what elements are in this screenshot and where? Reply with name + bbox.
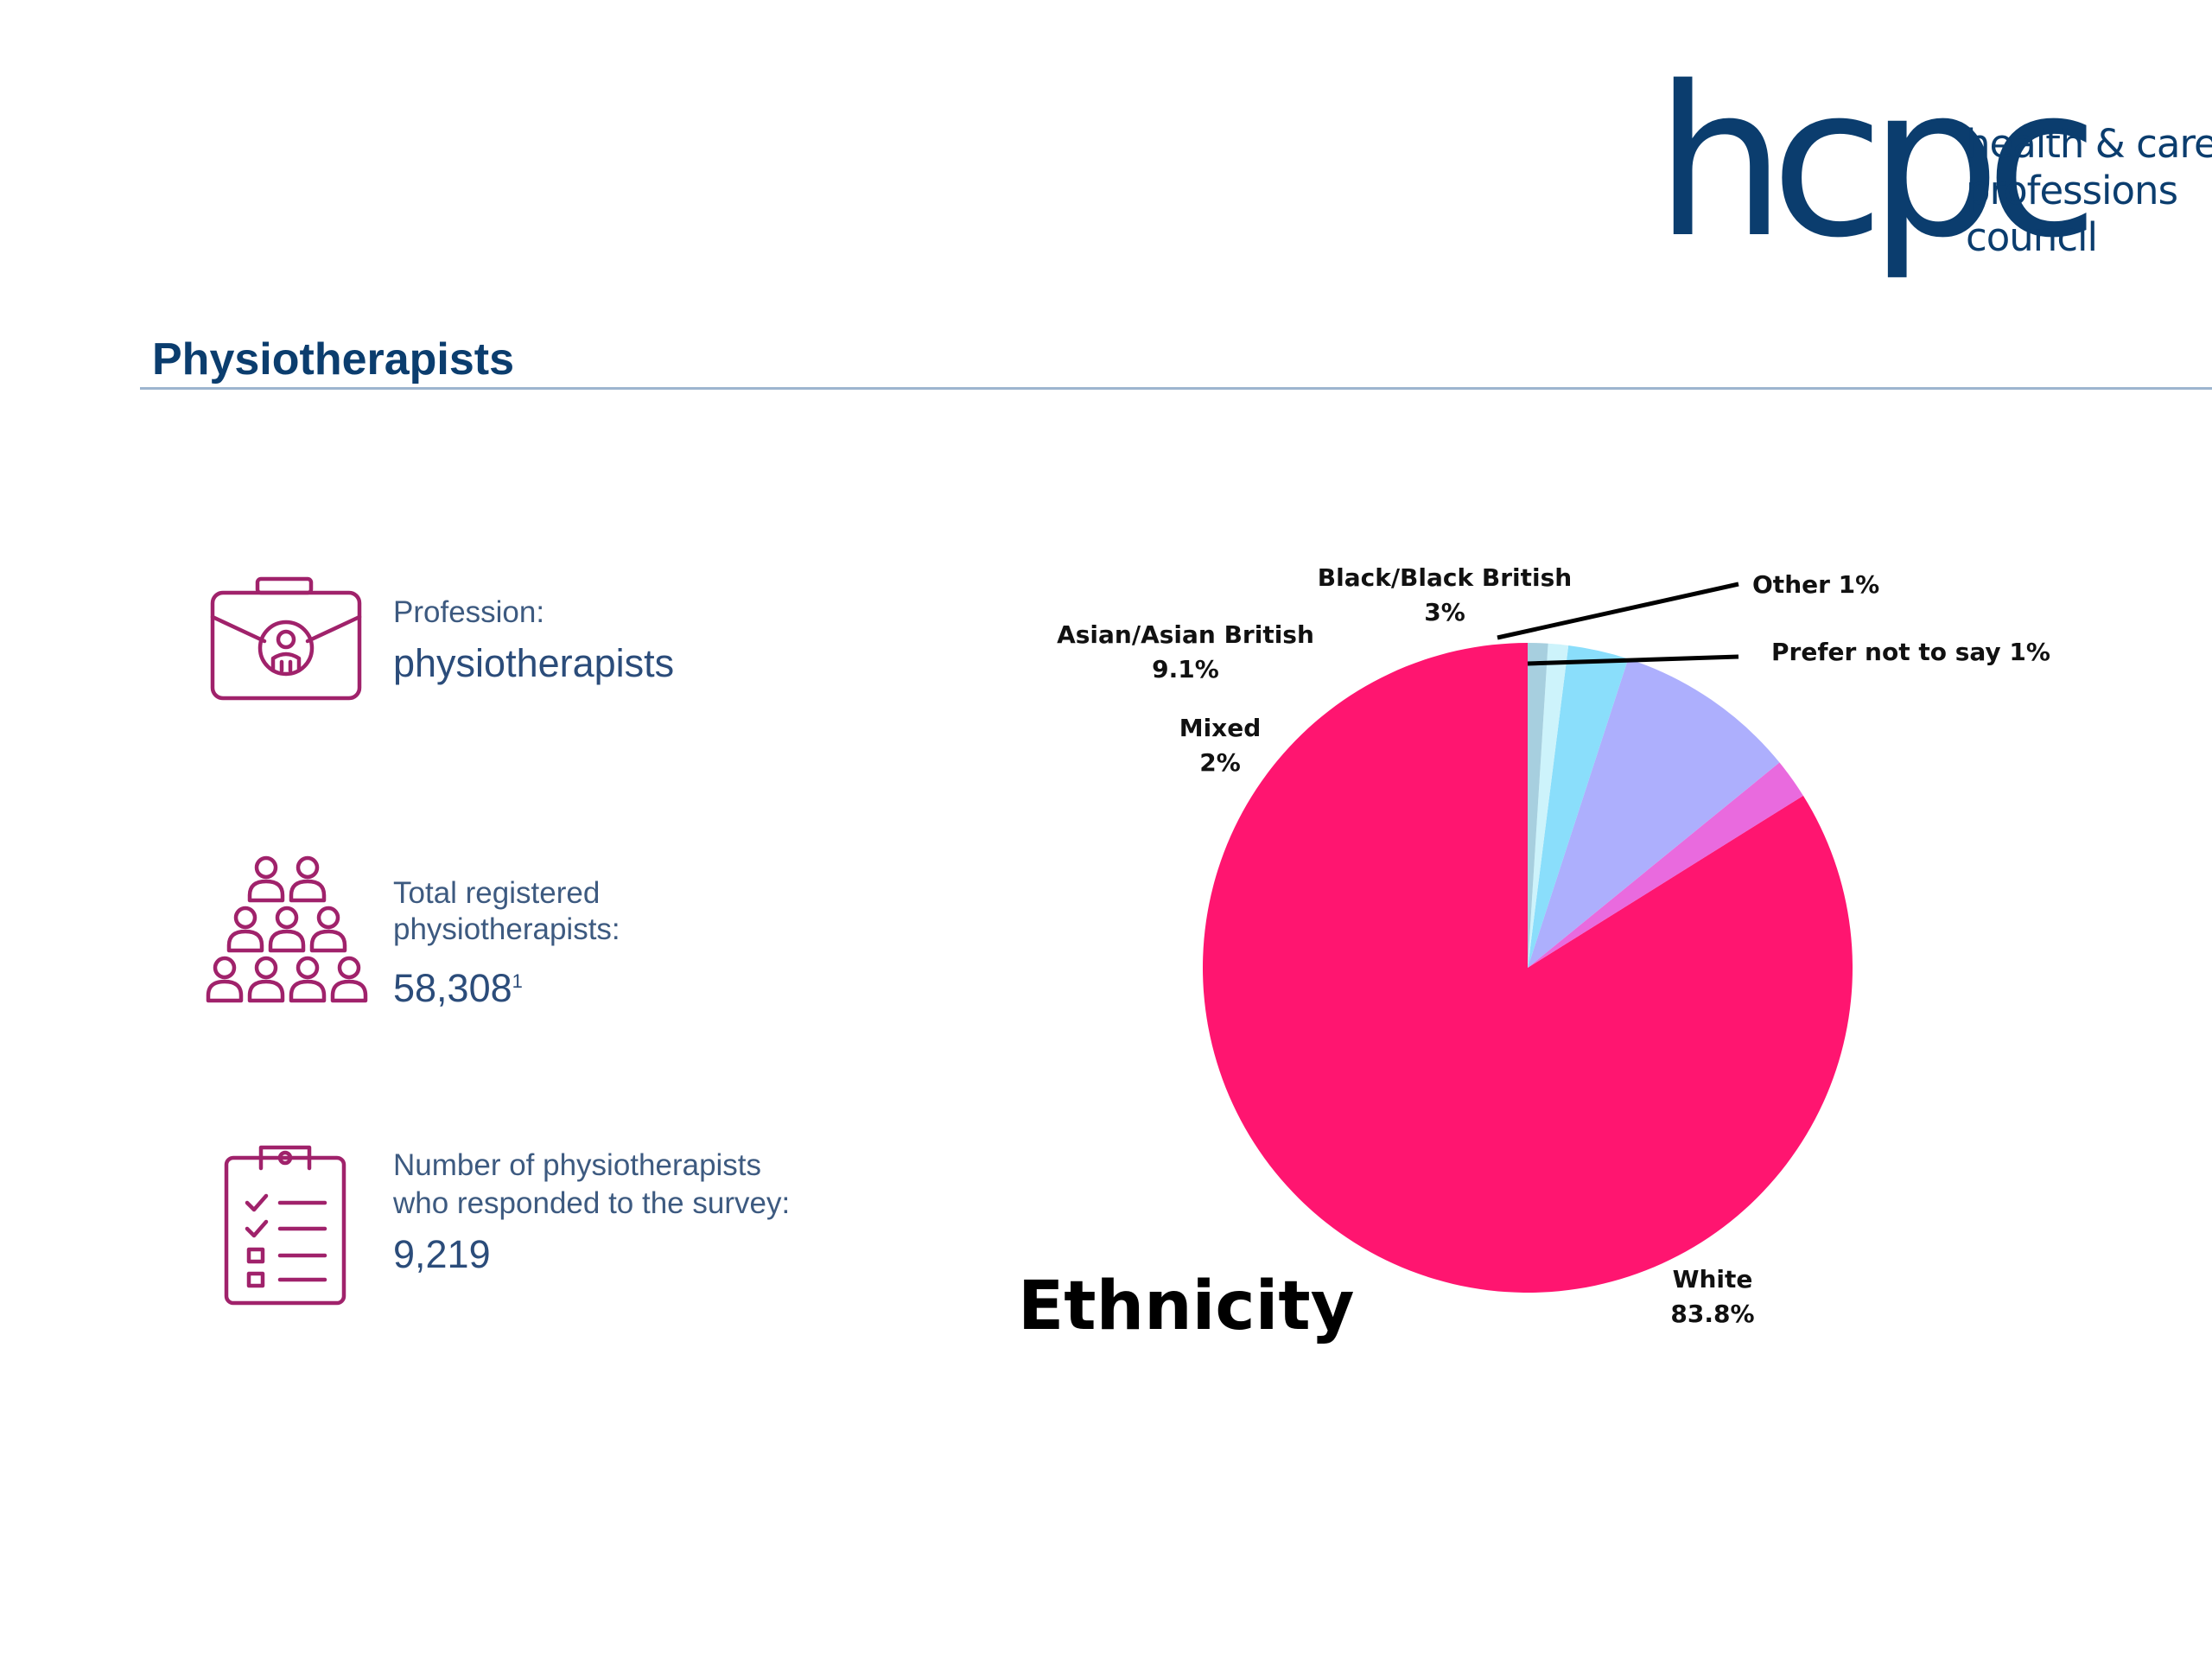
profession-label: Profession: [393, 595, 545, 629]
pie-slice-other [1528, 643, 1569, 968]
pie-slices [1202, 642, 1853, 1293]
registered-label-2: physiotherapists: [393, 912, 620, 946]
pie-label-prefer-not-to-say: Prefer not to say 1% [1771, 638, 2050, 666]
responded-value: 9,219 [393, 1232, 491, 1276]
pie-slice-mixed [1528, 762, 1803, 968]
title-divider [140, 387, 2212, 390]
responded-label-2: who responded to the survey: [393, 1186, 791, 1220]
hcpc-logo: hcpc health & care professions council [1655, 59, 2212, 292]
logo-line-3: council [1966, 214, 2098, 260]
briefcase-icon [210, 576, 362, 701]
chart-title: Ethnicity [1018, 1268, 1354, 1345]
pie-label-name-mixed: Mixed [1179, 714, 1262, 742]
pie-label-value-asian-asian-british: 9.1% [1152, 655, 1219, 683]
pie-label-other: Other 1% [1752, 570, 1879, 599]
pie-label-value-black-black-british: 3% [1424, 598, 1465, 626]
logo-line-1: health & care [1966, 121, 2212, 167]
logo-line-2: professions [1966, 168, 2178, 213]
pie-slice-asian-asian-british [1528, 658, 1780, 968]
pie-label-name-asian-asian-british: Asian/Asian British [1057, 620, 1314, 649]
pie-slice-black-black-british [1528, 645, 1629, 968]
pie-slice-prefer-not-to-say [1528, 643, 1548, 968]
pie-label-value-white: 83.8% [1670, 1300, 1754, 1328]
registered-value: 58,3081 [393, 956, 523, 1014]
people-group-icon [206, 855, 368, 1003]
logo-mark: hcpc [1655, 41, 2099, 283]
pie-labels: White 83.8% Mixed 2% Asian/Asian British 9.1%… [1057, 563, 2050, 1328]
clipboard-checklist-icon [224, 1145, 346, 1306]
pie-label-name-black-black-british: Black/Black British [1318, 563, 1572, 592]
pie-label-value-mixed: 2% [1199, 748, 1241, 777]
registered-count: 58,308 [393, 966, 512, 1010]
page-title: Physiotherapists [152, 334, 515, 385]
pie-leader-lines [1497, 582, 1739, 666]
footnote-marker[interactable]: 1 [512, 970, 523, 992]
registered-label-1: Total registered [393, 876, 601, 910]
profession-value: physiotherapists [393, 641, 675, 685]
pie-label-name-white: White [1673, 1265, 1753, 1294]
leader-line-prefer-not-to-say [1527, 654, 1739, 666]
leader-line-other [1497, 582, 1739, 640]
logo-wordmark: health & care professions council [1966, 121, 2212, 261]
responded-label-1: Number of physiotherapists [393, 1148, 762, 1182]
